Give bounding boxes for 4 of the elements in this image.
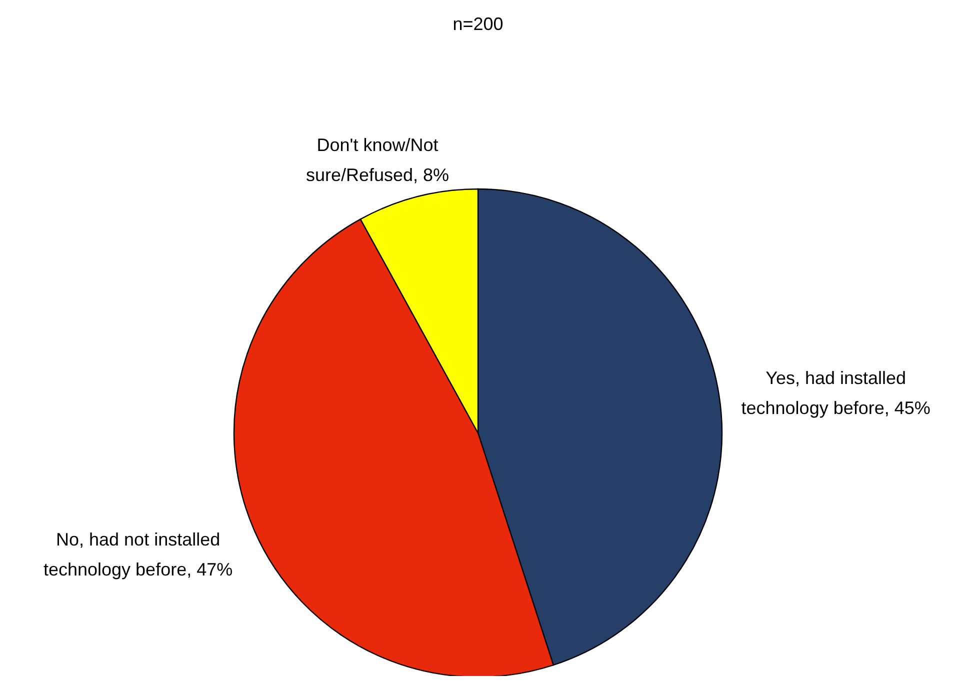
slice-label: Don't know/Not sure/Refused, 8% (306, 134, 450, 185)
slice-label: No, had not installed technology before, 47% (43, 530, 233, 580)
slice-label: Yes, had installed technology before, 45% (741, 368, 930, 418)
chart-title: n=200 (452, 14, 504, 34)
